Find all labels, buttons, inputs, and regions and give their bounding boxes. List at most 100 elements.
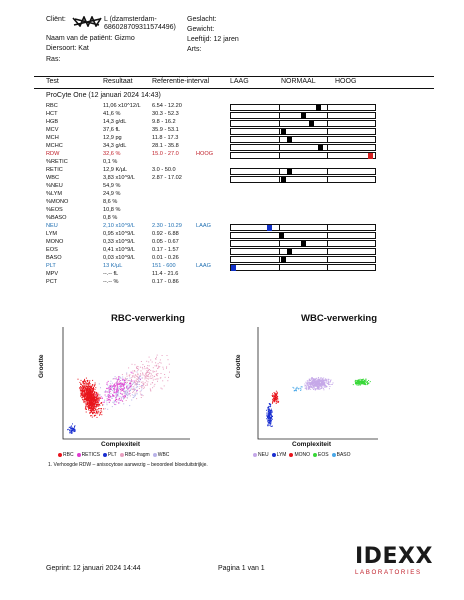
- rbc-y-label: Grootte: [38, 354, 45, 378]
- wbc-plot-axes: [257, 327, 378, 440]
- rbc-x-label: Complexiteit: [101, 441, 141, 448]
- test-name: %NEU: [46, 183, 63, 189]
- test-name: MCHC: [46, 143, 63, 149]
- baso-points: [292, 386, 303, 392]
- result-value: 0,33 x10^9/L: [103, 239, 135, 245]
- range-bar-divider: [279, 136, 280, 142]
- wbc-plot-title: WBC-verwerking: [301, 313, 378, 324]
- legend-label: WBC: [157, 452, 170, 458]
- range-bar-divider: [279, 248, 280, 254]
- range-bar: [230, 111, 376, 119]
- test-name: MPV: [46, 271, 59, 277]
- test-name: RDW: [46, 151, 60, 157]
- client-value: L (dzamsterdam-686028709311574496): [104, 16, 176, 31]
- range-bar-marker: [278, 233, 284, 239]
- range-bar-marker: [301, 113, 306, 119]
- range-bar-divider: [279, 168, 280, 174]
- legend-swatch: [313, 452, 318, 457]
- retics-points: [96, 371, 141, 405]
- rbc-scatter-svg: [62, 327, 190, 440]
- test-name: NEU: [46, 223, 58, 229]
- reference-range: 0.17 - 1.57: [152, 247, 179, 253]
- test-name: %RETIC: [46, 159, 68, 165]
- reference-range: 15.0 - 27.0: [152, 151, 179, 157]
- range-bar-divider: [327, 224, 328, 230]
- range-bar: [230, 143, 376, 151]
- range-bar: [230, 135, 376, 143]
- patient-name: Naam van de patiënt: Gizmo: [46, 35, 135, 42]
- col-test: Test: [46, 78, 59, 85]
- col-result: Resultaat: [103, 78, 133, 85]
- result-value: 10,8 %: [103, 207, 121, 213]
- result-value: 54,9 %: [103, 183, 121, 189]
- page-number: Pagina 1 van 1: [218, 565, 265, 572]
- redaction-scribble: [72, 14, 102, 28]
- test-name: HCT: [46, 111, 58, 117]
- range-bar: [230, 223, 376, 231]
- result-value: 2,10 x10^9/L: [103, 223, 135, 229]
- reference-range: 2.87 - 17.02: [152, 175, 182, 181]
- vet-label: Arts:: [187, 46, 202, 53]
- result-value: 0,95 x10^9/L: [103, 231, 135, 237]
- client-label: Cliënt:: [46, 16, 66, 23]
- legend-swatch: [119, 452, 124, 457]
- result-value: 11,06 x10^12/L: [103, 103, 141, 109]
- wbc-x-label: Complexiteit: [292, 441, 332, 448]
- test-name: MONO: [46, 239, 64, 245]
- legend-label: EOS: [318, 452, 329, 458]
- test-name: %BASO: [46, 215, 67, 221]
- range-bar-divider: [327, 144, 328, 150]
- reference-range: 30.3 - 52.3: [152, 111, 179, 117]
- range-bar-marker: [301, 241, 306, 247]
- result-flag: LAAG: [196, 223, 211, 229]
- lym-points: [266, 403, 273, 427]
- range-bar-divider: [279, 112, 280, 118]
- test-name: %MONO: [46, 199, 69, 205]
- test-name: RBC: [46, 103, 58, 109]
- result-value: --.-- fL: [103, 271, 119, 277]
- weight-label: Gewicht:: [187, 26, 215, 33]
- legend-label: NEU: [258, 452, 269, 458]
- legend-label: MONO: [294, 452, 311, 458]
- legend-label: RETICS: [81, 452, 100, 458]
- reference-range: 11.4 - 21.6: [152, 271, 179, 277]
- range-bar-divider: [327, 112, 328, 118]
- age: Leeftijd: 12 jaren: [187, 36, 239, 43]
- reference-range: 151 - 600: [152, 263, 176, 269]
- range-bar: [230, 239, 376, 247]
- test-name: MCH: [46, 135, 59, 141]
- result-value: 41,6 %: [103, 111, 121, 117]
- species: Diersoort: Kat: [46, 45, 89, 52]
- legend-label: RBC-fragm: [124, 452, 150, 458]
- col-reference: Referentie-interval: [152, 78, 210, 85]
- range-bar-divider: [327, 136, 328, 142]
- reference-range: 2.30 - 10.29: [152, 223, 182, 229]
- result-value: --.-- %: [103, 279, 119, 285]
- reference-range: 0.92 - 6.88: [152, 231, 179, 237]
- result-value: 0,8 %: [103, 215, 118, 221]
- range-bar: [230, 103, 376, 111]
- legend-swatch: [76, 452, 81, 457]
- legend-label: LYM: [276, 452, 287, 458]
- result-value: 14,3 g/dL: [103, 119, 127, 125]
- range-bar: [230, 119, 376, 127]
- printed-date: Geprint: 12 januari 2024 14:44: [46, 565, 141, 572]
- range-bar: [230, 263, 376, 271]
- col-high: HOOG: [335, 78, 357, 85]
- footnote: 1. Verhoogde RDW – anisocytose aanwezig …: [48, 462, 208, 468]
- test-name: PCT: [46, 279, 58, 285]
- idexx-logo-sub: LABORATORIES: [355, 569, 422, 576]
- test-name: BASO: [46, 255, 62, 261]
- neu-points: [304, 377, 334, 391]
- range-bar-marker: [281, 129, 287, 135]
- sex-label: Geslacht:: [187, 16, 217, 23]
- reference-range: 11.8 - 17.3: [152, 135, 179, 141]
- range-bar: [230, 247, 376, 255]
- reference-range: 0.05 - 0.67: [152, 239, 179, 245]
- breed: Ras:: [46, 56, 61, 63]
- result-value: 12,9 pg: [103, 135, 122, 141]
- result-value: 0,41 x10^9/L: [103, 247, 135, 253]
- test-name: WBC: [46, 175, 60, 181]
- result-value: 0,03 x10^9/L: [103, 255, 135, 261]
- rbc-plot-axes: [62, 327, 190, 440]
